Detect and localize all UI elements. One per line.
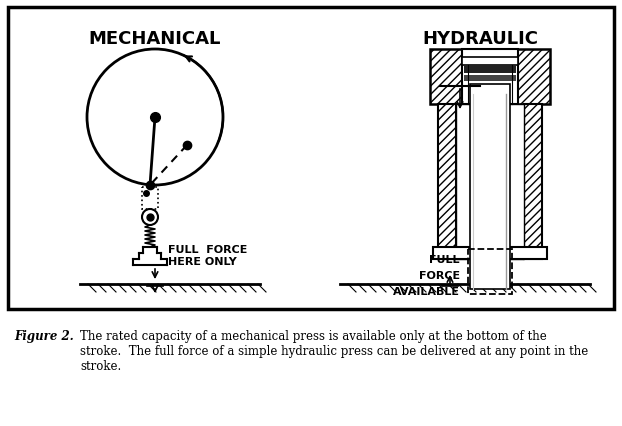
Bar bbox=[470, 85, 510, 289]
Bar bbox=[468, 249, 512, 294]
Text: HYDRAULIC: HYDRAULIC bbox=[422, 30, 538, 48]
Bar bbox=[430, 50, 550, 105]
Bar bbox=[464, 66, 516, 74]
Bar bbox=[433, 248, 547, 259]
Bar bbox=[464, 76, 516, 82]
Bar bbox=[8, 8, 614, 309]
Circle shape bbox=[142, 210, 158, 225]
Bar bbox=[524, 105, 542, 259]
Bar bbox=[142, 187, 158, 210]
Text: HERE ONLY: HERE ONLY bbox=[168, 256, 237, 266]
Bar bbox=[430, 50, 550, 105]
Text: The rated capacity of a mechanical press is available only at the bottom of the
: The rated capacity of a mechanical press… bbox=[80, 329, 588, 372]
Text: Figure 2.: Figure 2. bbox=[14, 329, 74, 342]
Text: AVAILABLE: AVAILABLE bbox=[393, 286, 460, 296]
Text: MECHANICAL: MECHANICAL bbox=[89, 30, 221, 48]
Bar bbox=[462, 58, 518, 66]
Bar bbox=[524, 105, 542, 259]
Text: FULL: FULL bbox=[430, 254, 460, 265]
Circle shape bbox=[87, 50, 223, 186]
Text: FULL  FORCE: FULL FORCE bbox=[168, 245, 248, 254]
Bar bbox=[438, 105, 456, 259]
Bar bbox=[456, 105, 524, 259]
Bar bbox=[462, 50, 518, 105]
Text: FORCE: FORCE bbox=[419, 271, 460, 280]
Bar bbox=[438, 105, 456, 259]
